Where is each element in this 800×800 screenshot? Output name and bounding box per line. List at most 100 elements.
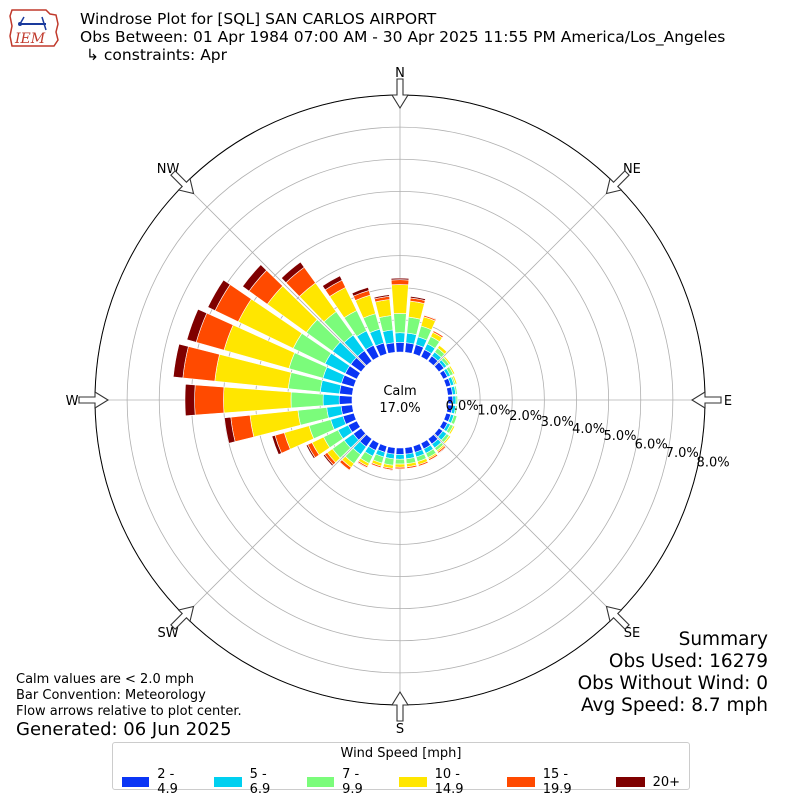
legend-title: Wind Speed [mph]: [340, 746, 462, 761]
windrose-bar: [428, 455, 439, 462]
radial-tick-label: 6.0%: [635, 437, 668, 452]
windrose-bar: [322, 394, 340, 406]
windrose-bar: [322, 453, 334, 467]
legend-label: 20+: [652, 774, 680, 790]
windrose-bar: [370, 463, 382, 469]
iem-logo: IEM: [9, 9, 59, 47]
windrose-bar: [395, 453, 405, 460]
svg-text:IEM: IEM: [14, 31, 46, 47]
windrose-bar: [184, 383, 196, 417]
windrose-bar: [390, 277, 410, 281]
grid-spoke: [433, 433, 616, 616]
radial-tick-label: 1.0%: [477, 404, 510, 419]
legend-item: 15 - 19.9: [507, 767, 597, 797]
obs-without-wind: Obs Without Wind: 0: [577, 673, 768, 694]
radial-tick-label: 2.0%: [509, 409, 542, 424]
windrose-bar: [406, 466, 418, 470]
summary-title: Summary: [678, 629, 768, 650]
windrose-bar: [394, 468, 406, 470]
windrose-bar: [373, 294, 390, 300]
windrose-bar: [207, 279, 231, 311]
windrose-bar: [194, 384, 225, 416]
windrose-bar: [452, 375, 458, 385]
windrose-bar: [395, 447, 405, 455]
chart-title: Windrose Plot for [SQL] SAN CARLOS AIRPO…: [80, 10, 437, 28]
windrose-bar: [382, 467, 394, 472]
windrose-bar: [453, 405, 458, 415]
legend-swatch: [399, 777, 427, 787]
compass-label-w: W: [66, 394, 79, 409]
windrose-bar: [408, 300, 425, 320]
windrose-bar: [305, 444, 316, 459]
windrose-bar: [242, 264, 267, 292]
windrose-bar: [443, 435, 452, 444]
legend-items: 2 - 4.9 5 - 6.9 7 - 9.9 10 - 14.9 15 - 19.9 2…: [113, 767, 689, 797]
calm-note: Calm values are < 2.0 mph: [16, 672, 195, 687]
summary-box: Summary Obs Used: 16279 Obs Without Wind…: [578, 629, 768, 717]
windrose-bar: [450, 414, 458, 425]
legend-swatch: [615, 777, 645, 787]
windrose-bar: [326, 405, 343, 419]
radial-tick-label: 7.0%: [666, 446, 699, 461]
legend-item: 20+: [615, 767, 680, 797]
obs-used: Obs Used: 16279: [608, 651, 768, 672]
legend-label: 5 - 6.9: [249, 767, 271, 797]
windrose-bar: [443, 356, 452, 365]
windrose-bar: [405, 332, 417, 345]
legend-item: 10 - 14.9: [399, 767, 489, 797]
flow-arrow-icon: [391, 690, 409, 722]
windrose-bar: [338, 461, 350, 472]
windrose-bar: [290, 391, 324, 409]
calm-label: Calm: [383, 384, 416, 399]
avg-speed: Avg Speed: 8.7 mph: [580, 695, 768, 716]
grid-spoke: [184, 433, 367, 616]
legend-swatch: [306, 777, 335, 787]
windrose-bar: [432, 330, 444, 339]
flow-arrow-icon: [605, 605, 630, 630]
windrose-bar: [271, 435, 282, 455]
windrose-bar: [394, 332, 406, 343]
grid-spoke: [184, 184, 367, 367]
legend-swatch: [214, 777, 242, 787]
compass-label-sw: SW: [158, 626, 179, 641]
windrose-bar: [404, 342, 415, 354]
legend-label: 2 - 4.9: [157, 767, 178, 797]
windrose-bar: [340, 404, 354, 415]
radial-tick-label: 5.0%: [603, 429, 636, 444]
legend-swatch: [122, 777, 150, 787]
windrose-bar: [186, 308, 208, 343]
windrose-bar: [322, 275, 343, 291]
compass-label-n: N: [395, 66, 405, 81]
grid-spoke: [433, 184, 616, 367]
legend-item: 7 - 9.9: [306, 767, 381, 797]
compass-label-e: E: [724, 394, 732, 409]
windrose-bar: [339, 384, 354, 396]
notes: Calm values are < 2.0 mph Bar Convention…: [16, 672, 242, 720]
windrose-bar: [395, 342, 405, 353]
constraints: ↳ constraints: Apr: [86, 46, 228, 64]
windrose-bar: [338, 395, 353, 405]
legend-item: 2 - 4.9: [122, 767, 196, 797]
calm-value: 17.0%: [379, 401, 420, 416]
radial-tick-label: 8.0%: [697, 455, 730, 470]
radial-tick-label: 4.0%: [572, 422, 605, 437]
windrose-bar: [406, 316, 421, 336]
obs-range: Obs Between: 01 Apr 1984 07:00 AM - 30 A…: [80, 28, 726, 46]
windrose-bar: [455, 395, 458, 405]
generated-date: Generated: 06 Jun 2025: [16, 719, 232, 740]
windrose-bar: [351, 286, 370, 297]
calm-circle: [353, 353, 447, 447]
legend-item: 5 - 6.9: [214, 767, 288, 797]
windrose-bar: [281, 261, 305, 284]
legend-label: 10 - 14.9: [434, 767, 464, 797]
windrose-bar: [385, 342, 396, 354]
windrose-bar: [172, 343, 189, 379]
windrose-bar: [448, 365, 456, 375]
windrose-bar: [223, 386, 292, 414]
windrose-bar: [453, 385, 458, 395]
windrose-bar: [437, 446, 447, 455]
windrose-bar: [394, 458, 406, 465]
compass-label-s: S: [396, 722, 404, 737]
legend-swatch: [507, 777, 535, 787]
flow-arrow-icon: [690, 391, 722, 409]
